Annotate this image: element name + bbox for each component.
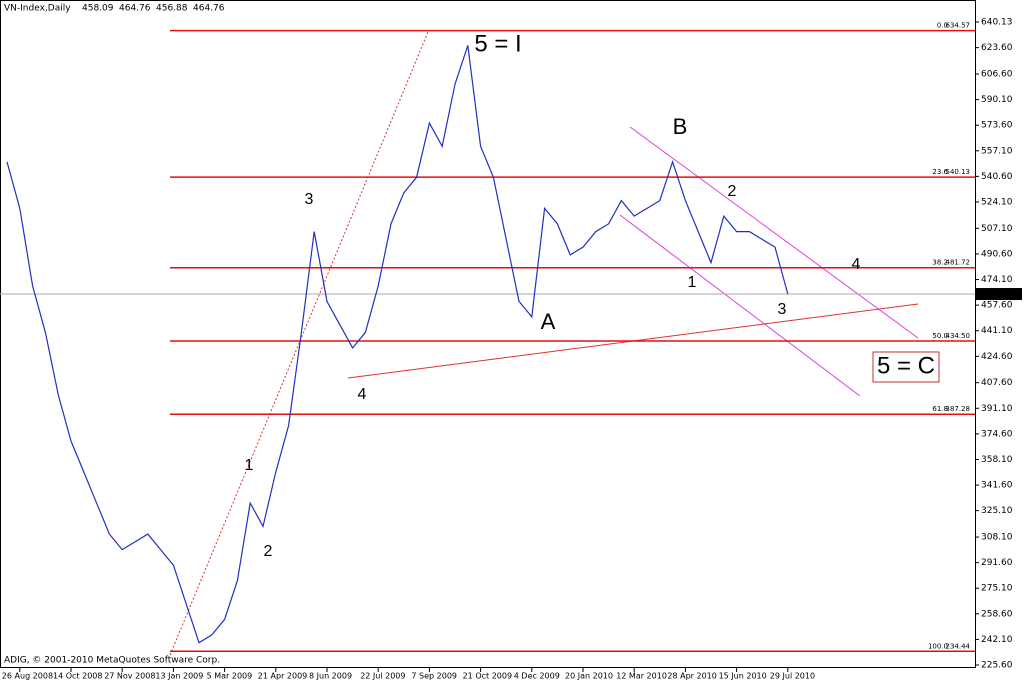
- wave-label: 4: [358, 386, 367, 403]
- ohlc-value: 458.09: [82, 4, 114, 14]
- fib-ratio: 100.0: [928, 642, 948, 650]
- x-tick-label: 7 Sep 2009: [411, 672, 457, 681]
- fib-price: 634.57: [946, 22, 971, 30]
- x-tick-label: 29 Jul 2010: [770, 672, 815, 681]
- plot-frame: [0, 0, 976, 668]
- fib-ratio: 23.6: [932, 168, 948, 176]
- wave-label: A: [541, 309, 556, 334]
- fib-ratio: 0.0: [937, 22, 948, 30]
- wave-label: 5 = I: [474, 30, 521, 57]
- fib-price: 481.72: [946, 259, 971, 267]
- y-tick-label: 590.10: [981, 95, 1013, 105]
- x-tick-label: 27 Nov 2008: [104, 672, 155, 681]
- y-tick-label: 258.60: [981, 609, 1013, 619]
- y-tick-label: 275.10: [981, 584, 1013, 594]
- x-tick-label: 21 Oct 2009: [463, 672, 512, 681]
- y-tick-label: 407.60: [981, 378, 1013, 388]
- y-tick-label: 325.10: [981, 506, 1013, 516]
- y-tick-label: 540.60: [981, 172, 1013, 182]
- wave-label: 1: [688, 274, 697, 291]
- y-tick-label: 242.10: [981, 635, 1013, 645]
- ohlc-value: 464.76: [119, 4, 151, 14]
- y-tick-label: 490.60: [981, 249, 1013, 259]
- ohlc-value: 464.76: [193, 4, 225, 14]
- wave-label: 5 = C: [877, 352, 935, 379]
- price-line: [6, 45, 789, 644]
- y-tick-label: 474.10: [981, 275, 1013, 285]
- x-tick-label: 20 Jan 2010: [565, 672, 613, 681]
- x-tick-label: 28 Apr 2010: [667, 672, 716, 681]
- last-price-label: 464.76: [979, 290, 1011, 300]
- trend-line: [169, 31, 429, 656]
- ohlc-value: 456.88: [156, 4, 188, 14]
- wave-label: B: [673, 114, 688, 139]
- y-tick-label: 573.60: [981, 121, 1013, 131]
- wave-label: 3: [778, 301, 787, 318]
- y-tick-label: 441.10: [981, 326, 1013, 336]
- fib-ratio: 38.2: [932, 259, 948, 267]
- y-tick-label: 640.13: [981, 17, 1013, 27]
- fib-ratio: 61.8: [932, 405, 948, 413]
- fib-price: 540.13: [946, 168, 971, 176]
- x-tick-label: 15 Jun 2010: [719, 672, 767, 681]
- x-tick-label: 8 Jun 2009: [309, 672, 352, 681]
- fib-price: 234.44: [946, 642, 971, 650]
- fib-price: 434.50: [946, 332, 971, 340]
- x-tick-label: 13 Jan 2009: [155, 672, 203, 681]
- y-tick-label: 557.10: [981, 146, 1013, 156]
- x-tick-label: 21 Apr 2009: [258, 672, 307, 681]
- x-tick-label: 12 Mar 2010: [616, 672, 667, 681]
- channel-line: [629, 126, 919, 339]
- y-tick-label: 341.60: [981, 481, 1013, 491]
- y-tick-label: 623.60: [981, 43, 1013, 53]
- wave-label: 1: [245, 457, 254, 474]
- annotation-box: [872, 351, 940, 383]
- copyright: ADIG, © 2001-2010 MetaQuotes Software Co…: [4, 656, 220, 666]
- y-tick-label: 507.10: [981, 224, 1013, 234]
- x-tick-label: 5 Mar 2009: [207, 672, 253, 681]
- y-tick-label: 291.60: [981, 558, 1013, 568]
- chart-title: VN-Index,Daily: [4, 4, 71, 14]
- wave-label: 2: [728, 183, 737, 200]
- wave-label: 2: [264, 543, 273, 560]
- y-tick-label: 457.60: [981, 301, 1013, 311]
- x-tick-label: 4 Dec 2009: [514, 672, 560, 681]
- wave-label: 3: [305, 191, 314, 208]
- y-tick-label: 308.10: [981, 533, 1013, 543]
- y-tick-label: 225.60: [981, 661, 1013, 671]
- x-tick-label: 26 Aug 2008: [2, 672, 53, 681]
- y-tick-label: 524.10: [981, 197, 1013, 207]
- fib-ratio: 50.0: [932, 332, 948, 340]
- y-tick-label: 424.60: [981, 352, 1013, 362]
- y-tick-label: 391.10: [981, 404, 1013, 414]
- last-price-box: [976, 288, 1022, 301]
- y-tick-label: 374.60: [981, 429, 1013, 439]
- wave-label: 4: [852, 256, 861, 273]
- x-tick-label: 14 Oct 2008: [53, 672, 102, 681]
- y-tick-label: 358.10: [981, 455, 1013, 465]
- x-tick-label: 22 Jul 2009: [360, 672, 405, 681]
- y-tick-label: 606.60: [981, 70, 1013, 80]
- channel-line: [619, 214, 861, 397]
- fib-price: 387.28: [946, 405, 971, 413]
